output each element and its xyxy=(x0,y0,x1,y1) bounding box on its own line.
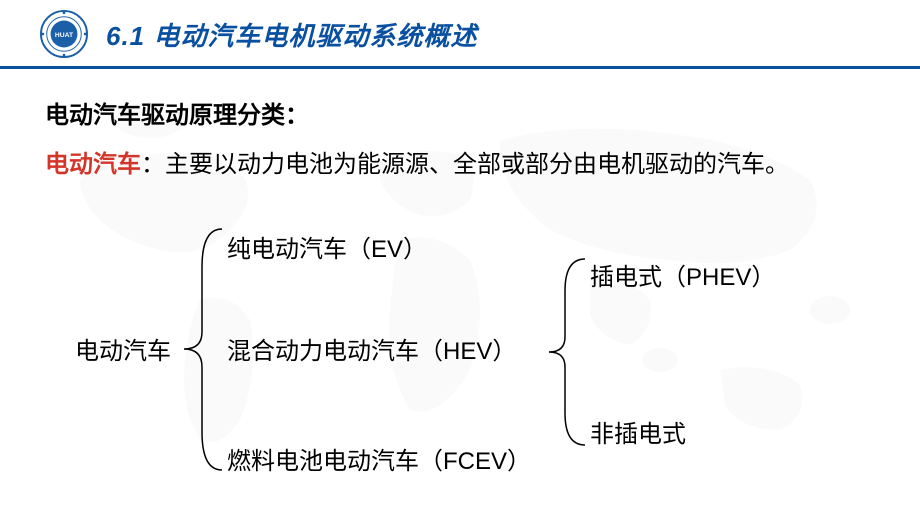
classification-diagram: 电动汽车 纯电动汽车（EV） 混合动力电动汽车（HEV） 燃料电池电动汽车（FC… xyxy=(55,219,875,479)
definition-text: ：主要以动力电池为能源源、全部或部分由电机驱动的汽车。 xyxy=(141,151,789,178)
bracket-level1 xyxy=(180,227,225,472)
diagram-l2-nonplugin: 非插电式 xyxy=(590,414,686,449)
slide-header: HUAT 6.1 电动汽车电机驱动系统概述 xyxy=(0,0,920,66)
diagram-l1-fcev: 燃料电池电动汽车（FCEV） xyxy=(227,441,531,476)
definition-line: 电动汽车：主要以动力电池为能源源、全部或部分由电机驱动的汽车。 xyxy=(45,144,875,179)
definition-term: 电动汽车 xyxy=(45,151,141,178)
diagram-l2-phev: 插电式（PHEV） xyxy=(590,257,775,292)
diagram-root: 电动汽车 xyxy=(75,331,171,366)
slide-title: 6.1 电动汽车电机驱动系统概述 xyxy=(106,16,477,53)
logo-text: HUAT xyxy=(55,32,74,39)
diagram-l1-ev: 纯电动汽车（EV） xyxy=(227,229,427,264)
bracket-level2 xyxy=(545,257,587,447)
diagram-l1-hev: 混合动力电动汽车（HEV） xyxy=(227,331,516,366)
slide-content: 电动汽车驱动原理分类： 电动汽车：主要以动力电池为能源源、全部或部分由电机驱动的… xyxy=(0,69,920,479)
subtitle-line: 电动汽车驱动原理分类： xyxy=(45,95,875,130)
university-logo: HUAT xyxy=(40,10,88,58)
